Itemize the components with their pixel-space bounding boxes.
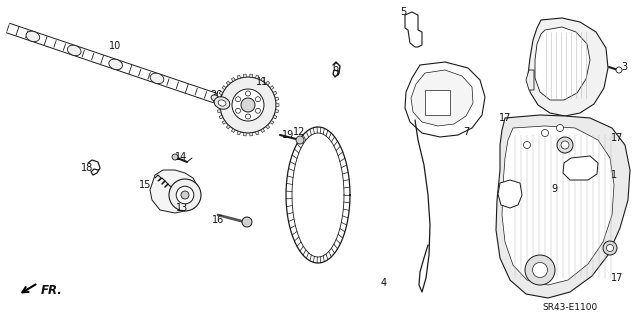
Ellipse shape xyxy=(67,45,81,56)
Circle shape xyxy=(603,241,617,255)
Circle shape xyxy=(607,244,614,251)
Circle shape xyxy=(524,142,531,149)
Circle shape xyxy=(255,108,260,113)
Text: 18: 18 xyxy=(81,163,93,173)
Text: 8: 8 xyxy=(591,162,597,172)
Polygon shape xyxy=(231,78,235,81)
Polygon shape xyxy=(150,170,197,213)
Polygon shape xyxy=(237,75,241,79)
Polygon shape xyxy=(528,18,608,116)
Polygon shape xyxy=(261,129,265,132)
Ellipse shape xyxy=(26,31,40,42)
Text: 10: 10 xyxy=(109,41,121,51)
Text: 3: 3 xyxy=(621,62,627,72)
Circle shape xyxy=(296,136,304,144)
Polygon shape xyxy=(270,121,274,124)
Text: 5: 5 xyxy=(400,7,406,17)
Circle shape xyxy=(242,217,252,227)
Text: 16: 16 xyxy=(212,215,224,225)
Polygon shape xyxy=(227,81,230,85)
Circle shape xyxy=(541,130,548,137)
Polygon shape xyxy=(227,125,230,129)
Circle shape xyxy=(232,89,264,121)
Polygon shape xyxy=(222,86,226,90)
Polygon shape xyxy=(276,104,279,106)
Circle shape xyxy=(532,263,547,278)
Circle shape xyxy=(561,141,569,149)
Circle shape xyxy=(246,91,250,96)
Text: 12: 12 xyxy=(293,127,305,137)
Text: 7: 7 xyxy=(463,127,469,137)
Polygon shape xyxy=(405,62,485,137)
Text: 9: 9 xyxy=(551,184,557,194)
Circle shape xyxy=(176,186,194,204)
Text: 17: 17 xyxy=(611,273,623,283)
Circle shape xyxy=(255,97,260,102)
Circle shape xyxy=(236,97,241,102)
Ellipse shape xyxy=(109,59,122,70)
Ellipse shape xyxy=(211,95,219,101)
Text: 6: 6 xyxy=(332,63,338,73)
Polygon shape xyxy=(261,78,265,81)
Circle shape xyxy=(557,137,573,153)
Ellipse shape xyxy=(214,97,230,109)
Ellipse shape xyxy=(218,100,226,106)
Text: 19: 19 xyxy=(282,130,294,140)
Text: 2: 2 xyxy=(608,242,614,252)
Ellipse shape xyxy=(150,73,164,84)
Circle shape xyxy=(169,179,201,211)
Polygon shape xyxy=(425,90,450,115)
Polygon shape xyxy=(535,27,590,100)
Polygon shape xyxy=(237,131,241,135)
Polygon shape xyxy=(222,121,226,124)
Text: 4: 4 xyxy=(381,278,387,288)
Polygon shape xyxy=(219,91,223,95)
Polygon shape xyxy=(218,97,221,100)
Polygon shape xyxy=(273,115,277,119)
Polygon shape xyxy=(250,74,253,77)
Polygon shape xyxy=(526,70,534,90)
Polygon shape xyxy=(405,12,422,47)
Polygon shape xyxy=(498,180,522,208)
Text: 20: 20 xyxy=(210,90,222,100)
Polygon shape xyxy=(266,125,269,129)
Text: 17: 17 xyxy=(611,133,623,143)
Polygon shape xyxy=(243,133,246,136)
Polygon shape xyxy=(411,70,473,126)
Polygon shape xyxy=(231,129,235,132)
Circle shape xyxy=(616,67,622,73)
Circle shape xyxy=(181,191,189,199)
Polygon shape xyxy=(255,131,259,135)
Text: 1: 1 xyxy=(611,170,617,180)
Circle shape xyxy=(246,114,250,119)
Text: SR43-E1100: SR43-E1100 xyxy=(542,303,598,313)
Polygon shape xyxy=(273,91,277,95)
Polygon shape xyxy=(270,86,274,90)
Circle shape xyxy=(525,255,555,285)
Polygon shape xyxy=(275,97,278,100)
Circle shape xyxy=(557,124,563,131)
Polygon shape xyxy=(219,115,223,119)
Circle shape xyxy=(241,98,255,112)
Polygon shape xyxy=(217,104,220,106)
Circle shape xyxy=(220,77,276,133)
Polygon shape xyxy=(502,126,614,285)
Polygon shape xyxy=(243,74,246,77)
Text: 15: 15 xyxy=(139,180,151,190)
Text: 17: 17 xyxy=(499,113,511,123)
Polygon shape xyxy=(275,110,278,113)
Polygon shape xyxy=(563,156,598,180)
Text: FR.: FR. xyxy=(41,284,63,296)
Text: 11: 11 xyxy=(256,77,268,87)
Polygon shape xyxy=(496,115,630,298)
Polygon shape xyxy=(218,110,221,113)
Polygon shape xyxy=(266,81,269,85)
Polygon shape xyxy=(250,133,253,136)
Text: 14: 14 xyxy=(175,152,187,162)
Circle shape xyxy=(236,108,241,113)
Circle shape xyxy=(172,154,178,160)
Text: 13: 13 xyxy=(176,203,188,213)
Polygon shape xyxy=(255,75,259,79)
